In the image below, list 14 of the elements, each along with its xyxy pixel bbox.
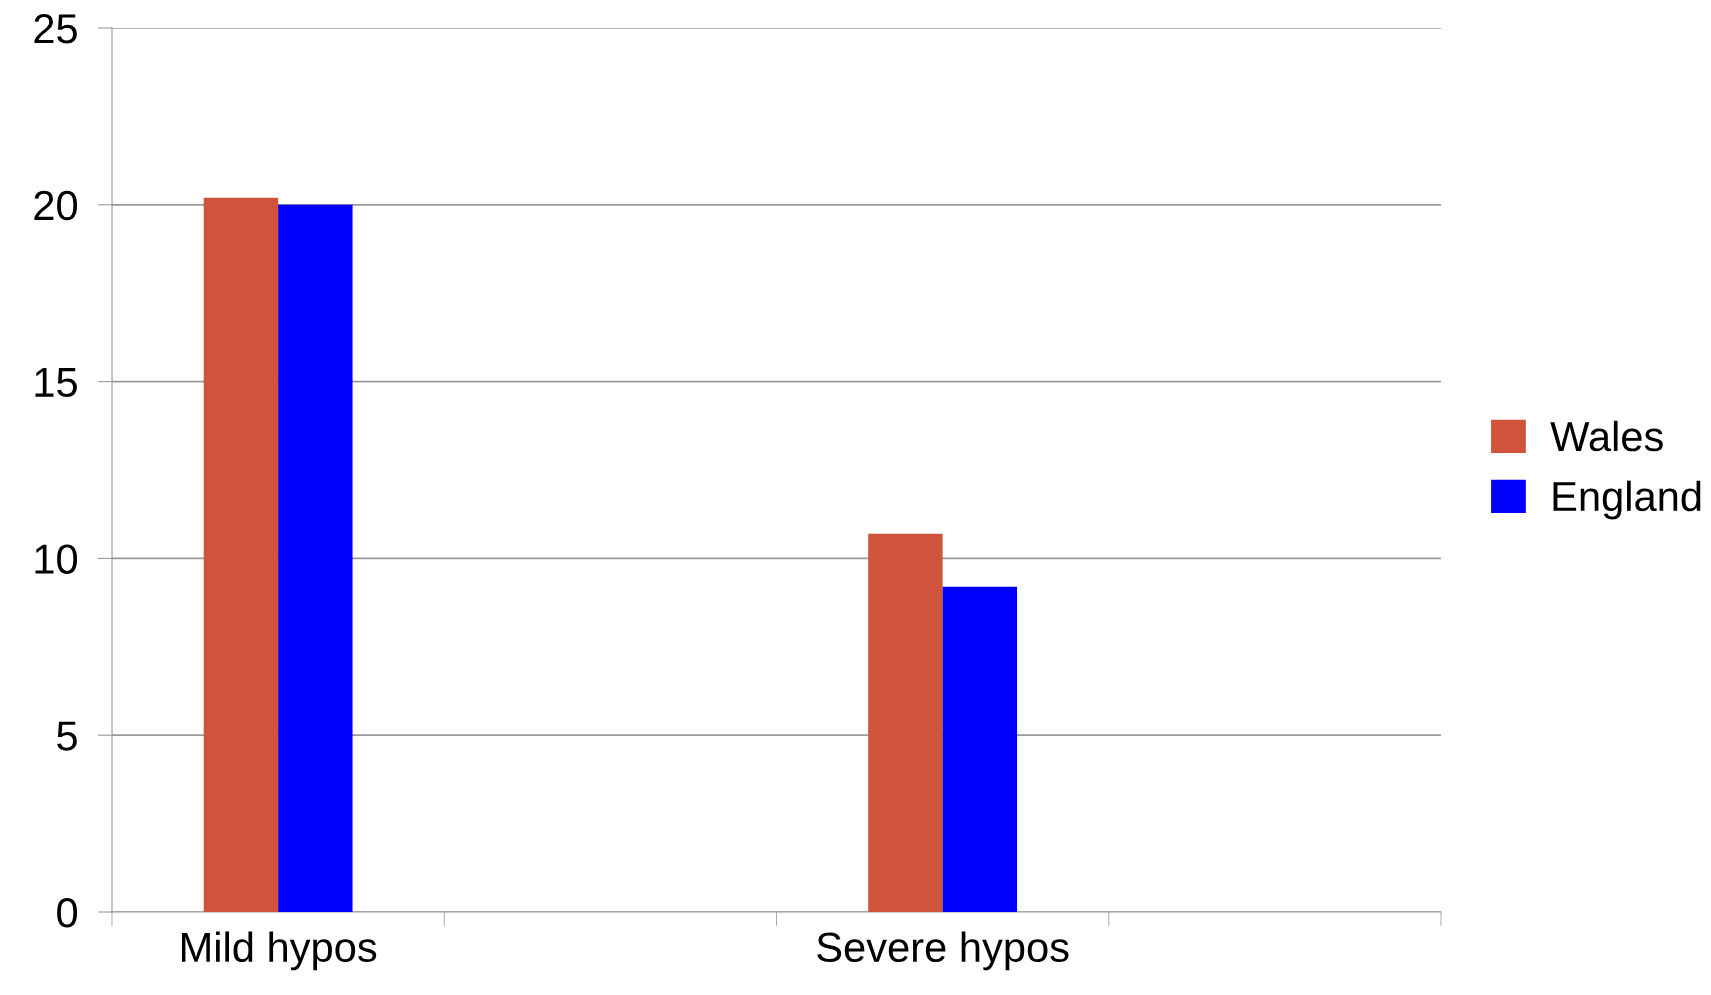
legend-label: England — [1553, 480, 1701, 520]
y-tick-label: 15 — [35, 368, 77, 398]
bar — [203, 197, 279, 912]
x-tick-label: Mild hypos — [181, 931, 377, 971]
y-tick-label: 10 — [35, 544, 78, 574]
y-tick-label: 5 — [57, 721, 77, 751]
bar — [278, 204, 353, 912]
bar — [868, 533, 943, 912]
y-tick-label: 0 — [57, 898, 78, 928]
y-tick-label: 25 — [34, 14, 77, 44]
y-tick-label: 20 — [34, 190, 78, 221]
legend-label: Wales — [1550, 420, 1663, 452]
bar — [942, 586, 1018, 912]
x-tick-label: Severe hypos — [817, 931, 1069, 971]
